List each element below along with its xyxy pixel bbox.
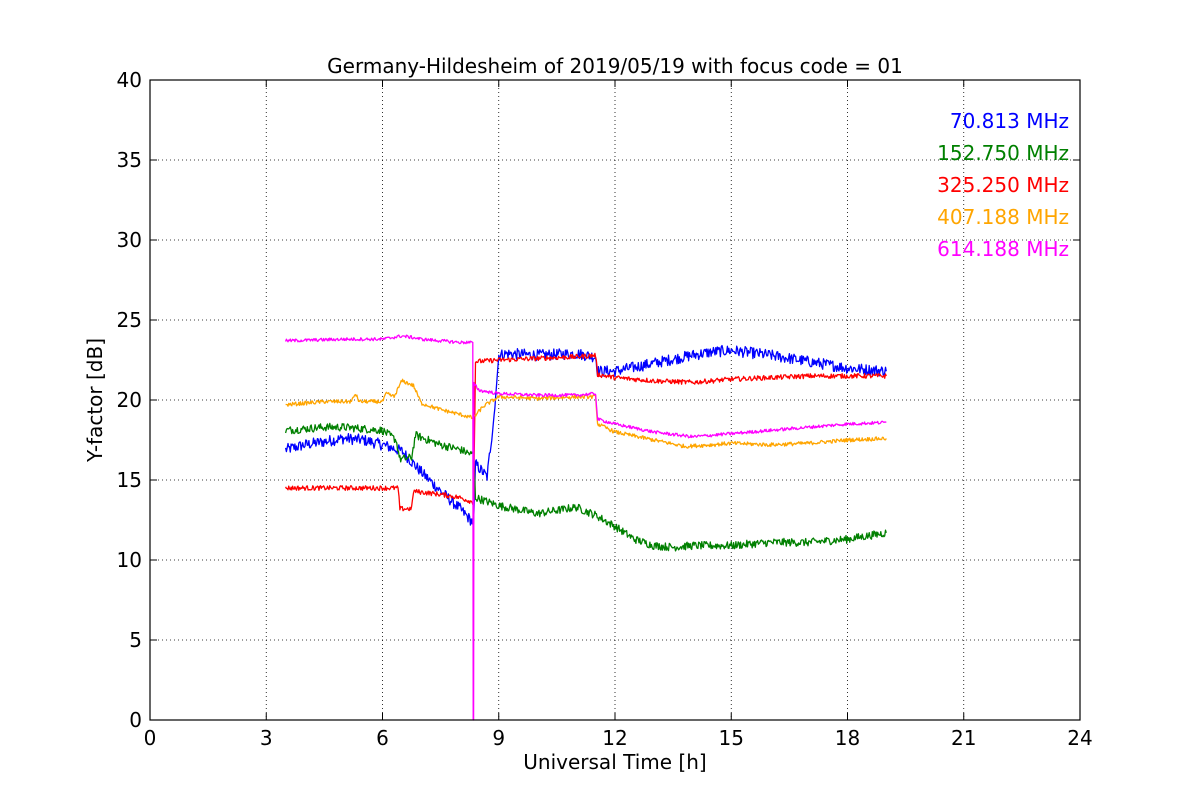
series-line-4	[284, 334, 887, 721]
x-tick-label: 18	[835, 726, 860, 750]
legend-entry-1: 152.750 MHz	[937, 141, 1069, 165]
grid	[150, 80, 1080, 720]
legend-entry-4: 614.188 MHz	[937, 237, 1069, 261]
series-line-0	[284, 344, 887, 526]
legend-entry-3: 407.188 MHz	[937, 205, 1069, 229]
series-line-2	[285, 352, 887, 512]
legend-entry-0: 70.813 MHz	[950, 109, 1069, 133]
series-layer	[284, 334, 887, 721]
axis-ticks: 0 3 6 9 12 15 18 21 24 0 5 10 15 20 25 30 35 40	[117, 68, 1093, 750]
y-tick-label: 40	[117, 68, 142, 92]
y-axis-label: Y-factor [dB]	[83, 338, 107, 463]
y-tick-label: 30	[117, 228, 142, 252]
y-tick-label: 20	[117, 388, 142, 412]
y-tick-label: 0	[129, 708, 142, 732]
y-tick-label: 25	[117, 308, 142, 332]
x-tick-label: 12	[602, 726, 627, 750]
x-tick-label: 15	[719, 726, 744, 750]
x-tick-label: 24	[1067, 726, 1092, 750]
y-tick-label: 15	[117, 468, 142, 492]
x-tick-label: 0	[144, 726, 157, 750]
series-line-1	[284, 422, 887, 552]
y-tick-label: 5	[129, 628, 142, 652]
x-tick-label: 6	[376, 726, 389, 750]
legend: 70.813 MHz 152.750 MHz 325.250 MHz 407.188 …	[937, 109, 1069, 261]
x-tick-label: 9	[492, 726, 505, 750]
y-tick-label: 35	[117, 148, 142, 172]
y-tick-label: 10	[117, 548, 142, 572]
x-tick-label: 3	[260, 726, 273, 750]
legend-entry-2: 325.250 MHz	[937, 173, 1069, 197]
x-tick-label: 21	[951, 726, 976, 750]
x-axis-label: Universal Time [h]	[523, 750, 706, 774]
chart-title: Germany-Hildesheim of 2019/05/19 with fo…	[327, 54, 903, 78]
